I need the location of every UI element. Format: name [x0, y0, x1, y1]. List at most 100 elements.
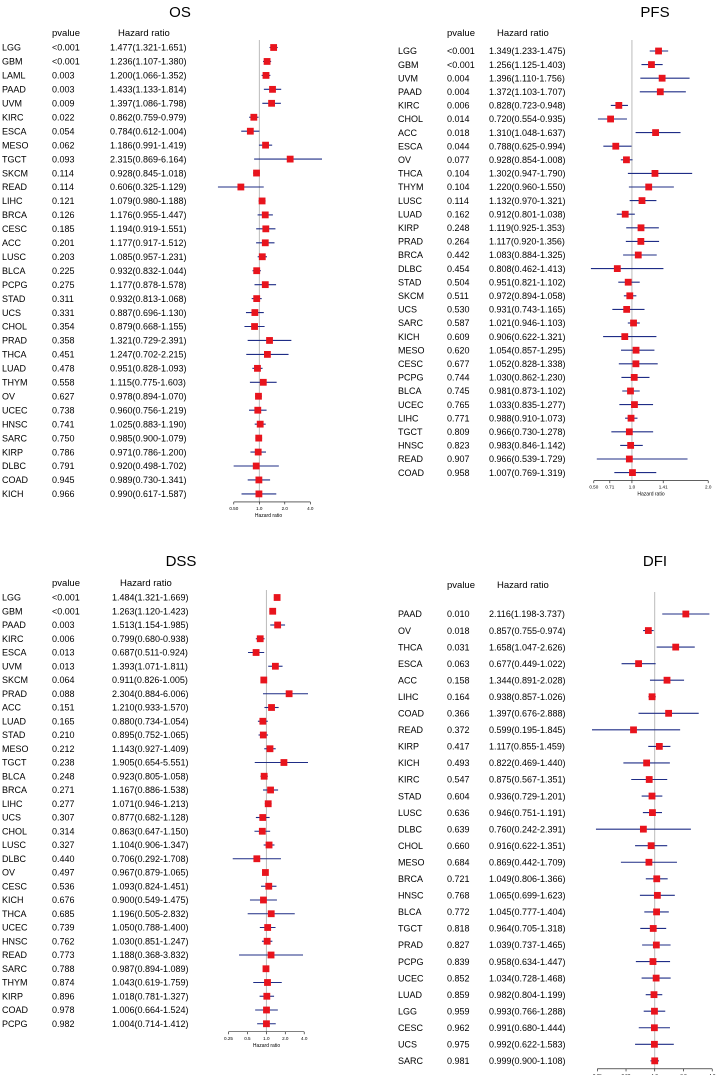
hr-point [274, 621, 282, 629]
hazard-ratio-cell: 1.188(0.368-3.832) [112, 950, 189, 960]
pvalue-cell: 0.786 [52, 447, 75, 457]
pvalue-cell: 0.126 [52, 210, 75, 220]
hr-point [627, 387, 634, 395]
pvalue-cell: 0.417 [447, 742, 470, 752]
hazard-ratio-cell: 1.177(0.878-1.578) [110, 280, 187, 290]
cancer-label: CESC [2, 881, 28, 891]
hazard-ratio-cell: 0.760(0.242-2.391) [489, 824, 566, 834]
pvalue-cell: 0.478 [52, 364, 75, 374]
hazard-ratio-cell: 1.132(0.970-1.321) [489, 196, 566, 206]
hazard-ratio-cell: 1.006(0.664-1.524) [112, 1005, 189, 1015]
pvalue-cell: 0.604 [447, 791, 470, 801]
pvalue-cell: 0.013 [52, 648, 75, 658]
forest-panel-pfs: PFS pvalue Hazard ratio LGG <0.001 1.349(1.23… [398, 4, 712, 498]
cancer-label: PRAD [2, 336, 28, 346]
hazard-ratio-cell: 1.117(0.855-1.459) [489, 742, 565, 752]
cancer-label: TGCT [398, 427, 423, 437]
hazard-ratio-cell: 0.958(0.634-1.447) [489, 957, 566, 967]
hr-point [264, 979, 271, 986]
cancer-label: KIRC [398, 775, 420, 785]
cancer-label: BRCA [398, 250, 423, 260]
hazard-ratio-cell: 1.018(0.781-1.327) [112, 991, 189, 1001]
pvalue-cell: <0.001 [52, 57, 80, 67]
hr-point [255, 490, 263, 498]
hazard-ratio-cell: 1.071(0.946-1.213) [112, 799, 189, 809]
cancer-label: CHOL [2, 826, 27, 836]
cancer-label: LIHC [398, 413, 419, 423]
pvalue-cell: 0.366 [447, 709, 470, 719]
cancer-label: LGG [398, 1006, 417, 1016]
x-tick-label: 1.0 [652, 1073, 659, 1075]
hazard-ratio-cell: 1.034(0.728-1.468) [489, 973, 566, 983]
cancer-label: LUAD [398, 209, 423, 219]
hazard-ratio-cell: 0.880(0.734-1.054) [112, 716, 189, 726]
hr-point [629, 469, 636, 476]
pvalue-cell: 0.311 [52, 294, 74, 304]
hr-point [627, 414, 635, 422]
forest-panel-dfi: DFI pvalue Hazard ratio PAAD 0.010 2.116(1.19… [398, 553, 716, 1075]
cancer-label: CHOL [398, 841, 423, 851]
cancer-label: KIRC [2, 634, 24, 644]
cancer-label: UVM [2, 99, 22, 109]
forest-panel-os: OS pvalue Hazard ratio LGG <0.001 1.477(1.321… [2, 4, 322, 519]
cancer-label: THYM [398, 182, 424, 192]
pvalue-cell: 0.558 [52, 378, 75, 388]
hazard-ratio-cell: 0.869(0.442-1.709) [489, 857, 566, 867]
hazard-ratio-cell: 1.396(1.110-1.756) [489, 73, 565, 83]
hr-point [621, 333, 629, 340]
hazard-ratio-cell: 1.263(1.120-1.423) [112, 606, 189, 616]
hazard-ratio-cell: 1.236(1.107-1.380) [110, 57, 187, 67]
hr-point [253, 169, 260, 177]
cancer-label: BRCA [2, 210, 27, 220]
pvalue-cell: 0.331 [52, 308, 75, 318]
cancer-label: LGG [2, 593, 21, 603]
pvalue-cell: 0.006 [447, 101, 470, 111]
hr-point [264, 351, 271, 358]
cancer-label: COAD [2, 1005, 29, 1015]
hazard-ratio-cell: 1.050(0.788-1.400) [112, 923, 189, 933]
cancer-label: PCPG [398, 957, 424, 967]
hr-point [262, 141, 269, 149]
hazard-ratio-cell: 1.025(0.883-1.190) [110, 419, 187, 429]
cancer-label: SKCM [398, 291, 424, 301]
hazard-ratio-cell: 0.932(0.813-1.068) [110, 294, 187, 304]
pvalue-cell: 0.636 [447, 808, 470, 818]
pvalue-header: pvalue [52, 28, 80, 39]
cancer-label: OV [398, 155, 411, 165]
pvalue-cell: 0.721 [447, 874, 470, 884]
hr-point [262, 965, 270, 973]
cancer-label: TGCT [2, 758, 27, 768]
hazard-ratio-cell: 1.200(1.066-1.352) [110, 71, 187, 81]
hr-point [253, 267, 261, 275]
hazard-ratio-cell: 0.966(0.730-1.278) [489, 427, 566, 437]
cancer-label: READ [398, 454, 424, 464]
cancer-label: KICH [398, 332, 420, 342]
hazard-ratio-cell: 0.808(0.462-1.413) [489, 264, 566, 274]
hr-point [254, 406, 262, 414]
hr-point [280, 759, 288, 766]
hazard-ratio-cell: 1.321(0.729-2.391) [110, 336, 187, 346]
pvalue-cell: 0.788 [52, 964, 75, 974]
hazard-ratio-cell: 0.928(0.854-1.008) [489, 155, 566, 165]
pvalue-cell: 0.773 [52, 950, 75, 960]
pvalue-cell: 0.003 [52, 85, 75, 95]
hazard-ratio-cell: 0.879(0.668-1.155) [110, 322, 187, 332]
pvalue-cell: 0.004 [447, 73, 470, 83]
cancer-label: KICH [2, 895, 24, 905]
hazard-ratio-cell: 0.981(0.873-1.102) [489, 386, 566, 396]
cancer-label: BLCA [2, 266, 26, 276]
cancer-label: MESO [398, 345, 425, 355]
hr-point [625, 428, 633, 436]
cancer-label: STAD [2, 730, 26, 740]
x-axis-label: Hazard ratio [637, 492, 664, 498]
hazard-ratio-cell: 0.784(0.612-1.004) [110, 126, 187, 136]
cancer-label: ESCA [398, 141, 423, 151]
hr-point [643, 759, 651, 767]
cancer-label: BLCA [398, 907, 422, 917]
pvalue-cell: 0.839 [447, 957, 470, 967]
cancer-label: KIRP [2, 991, 23, 1001]
hazard-ratio-cell: 1.143(0.927-1.409) [112, 744, 189, 754]
hr-point [256, 420, 264, 428]
panel-title: DSS [166, 553, 197, 570]
hazard-ratio-cell: 1.079(0.980-1.188) [110, 196, 187, 206]
